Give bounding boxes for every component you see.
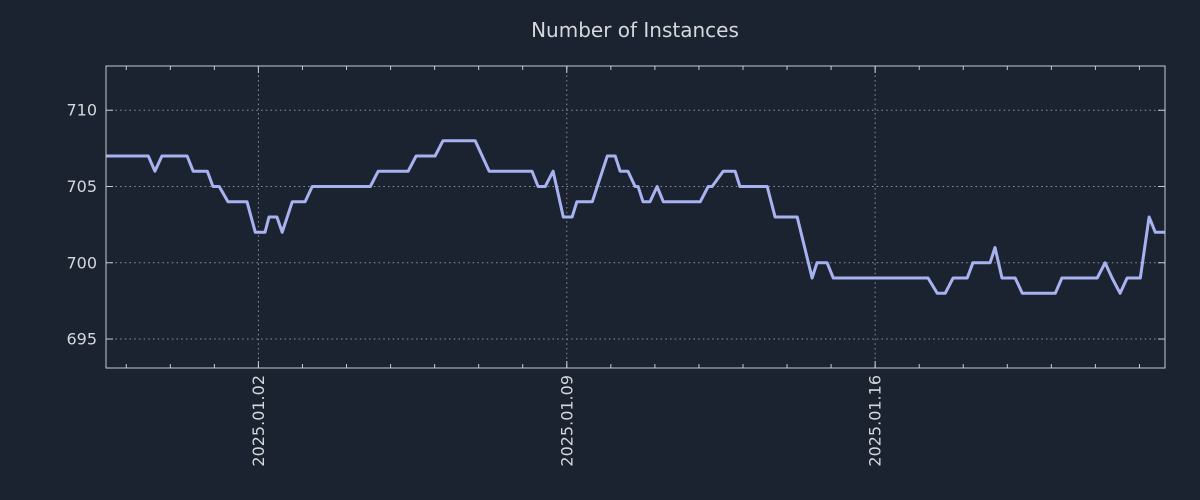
y-tick-label: 695 bbox=[66, 330, 97, 349]
y-tick-label: 705 bbox=[66, 177, 97, 196]
series-line bbox=[106, 139, 1165, 295]
plot-border bbox=[105, 65, 1166, 369]
chart-title: Number of Instances bbox=[531, 18, 739, 42]
y-tick-label: 710 bbox=[66, 101, 97, 120]
grid-layer bbox=[106, 66, 1165, 368]
x-tick-label: 2025.01.09 bbox=[557, 375, 576, 467]
label-layer: 695 700 705 710 2025.01.02 2025.01.09 2025.01.… bbox=[66, 101, 884, 467]
x-tick-label: 2025.01.02 bbox=[249, 375, 268, 467]
y-tick-label: 700 bbox=[66, 253, 97, 272]
tick-layer bbox=[106, 66, 1165, 368]
series-layer bbox=[106, 139, 1165, 295]
x-tick-label: 2025.01.16 bbox=[866, 375, 885, 467]
